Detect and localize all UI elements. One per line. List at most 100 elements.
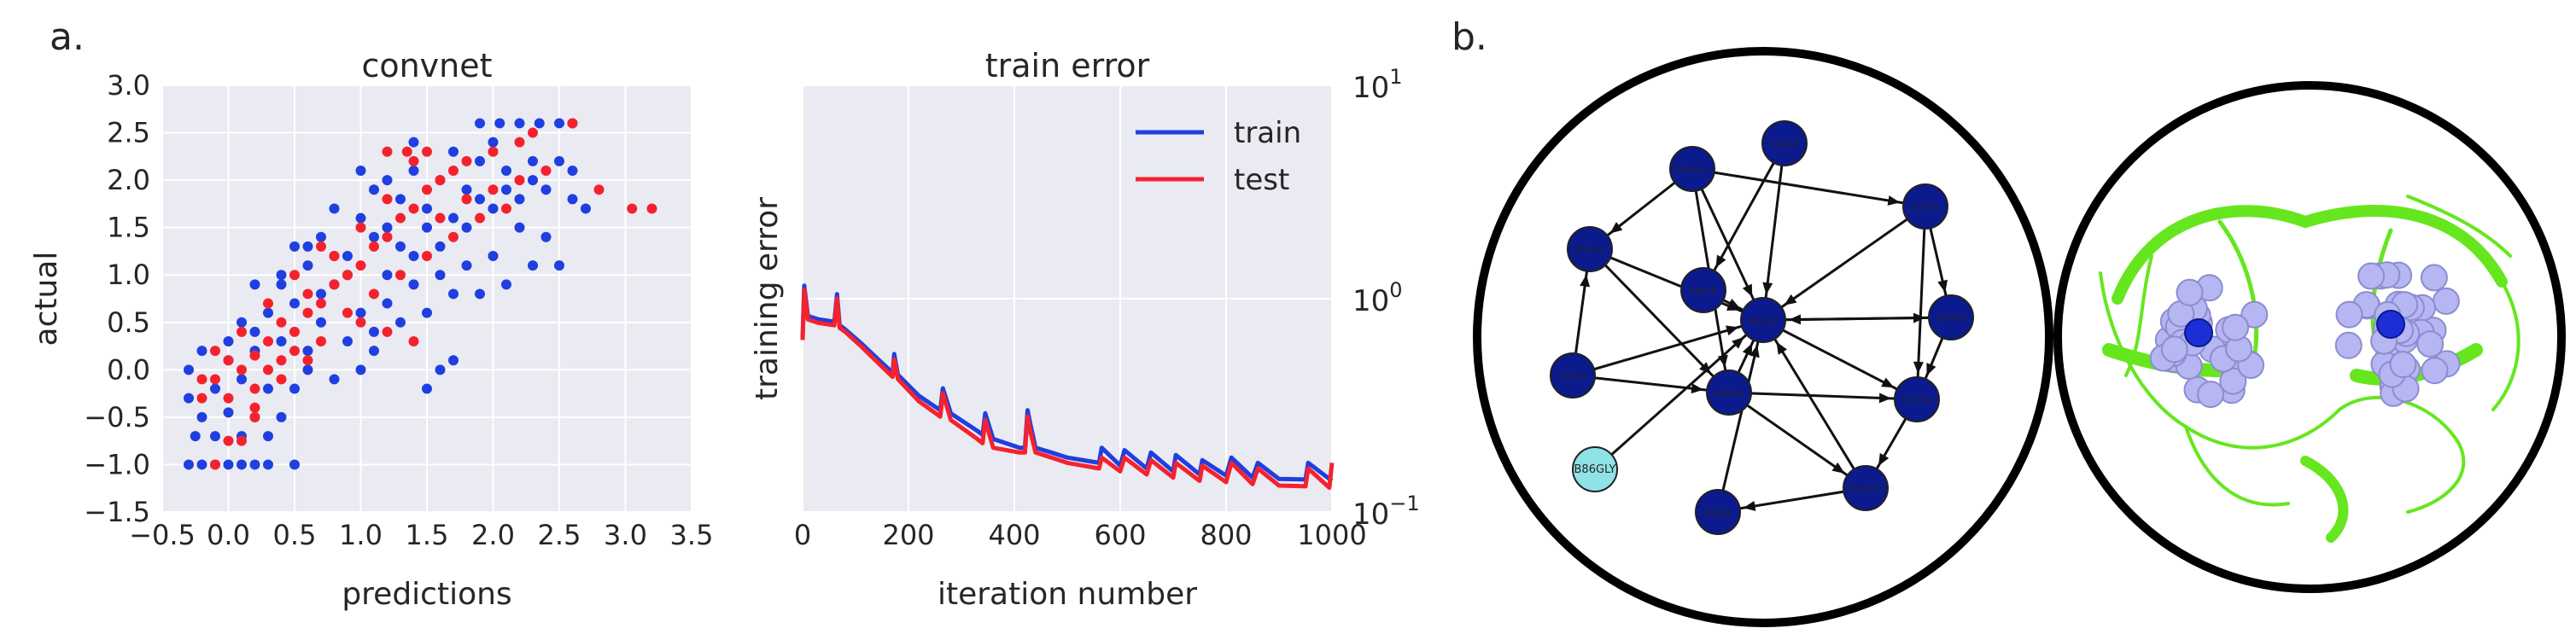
network-edge-arrow — [1776, 341, 1788, 355]
scatter-y-tick-label: 0.5 — [107, 306, 150, 339]
scatter-title: convnet — [361, 47, 492, 84]
scatter-point — [435, 270, 446, 281]
scatter-point — [289, 326, 300, 337]
scatter-point — [342, 251, 353, 261]
network-edge-arrow — [1726, 298, 1741, 309]
scatter-point — [302, 288, 313, 300]
scatter-point — [488, 137, 499, 148]
scatter-point — [263, 307, 273, 318]
scatter-point — [567, 166, 578, 176]
scatter-point — [302, 241, 313, 252]
atom-sphere — [2389, 351, 2417, 379]
scatter-point — [302, 260, 313, 271]
line-x-tick-label: 400 — [988, 519, 1040, 551]
scatter-point — [540, 184, 552, 195]
network-node — [1550, 352, 1596, 399]
scatter-point — [210, 459, 220, 470]
network-node-label: B126GLU — [1674, 166, 1709, 175]
scatter-marks — [184, 118, 657, 470]
scatter-point — [249, 411, 260, 422]
atom-sphere — [2335, 300, 2363, 329]
scatter-point — [514, 194, 525, 205]
scatter-point — [329, 374, 340, 385]
scatter-chart: −0.5 0.0 0.5 1.0 1.5 2.0 2.5 3.0 3.5 −1.5 −1.0 −0.… — [29, 47, 713, 612]
scatter-point — [501, 184, 511, 195]
network-node-label: B80VAL — [1703, 509, 1732, 518]
scatter-point — [302, 364, 313, 375]
scatter-point — [448, 355, 459, 366]
scatter-y-tick-label: 1.0 — [107, 259, 150, 291]
network-node — [1740, 297, 1786, 343]
scatter-point — [210, 346, 220, 357]
scatter-point — [369, 241, 379, 252]
scatter-point — [422, 251, 432, 261]
legend-label-train: train — [1234, 116, 1301, 150]
scatter-point — [395, 270, 406, 281]
scatter-point — [237, 326, 247, 337]
network-node — [1902, 183, 1948, 230]
scatter-point — [223, 435, 234, 446]
scatter-point — [408, 251, 419, 261]
network-edge-arrow — [1784, 294, 1797, 305]
network-node — [1928, 294, 1974, 340]
network-edge-arrow — [1762, 282, 1773, 295]
scatter-point — [355, 364, 366, 375]
scatter-point — [448, 231, 459, 242]
scatter-point — [554, 260, 564, 271]
scatter-point — [395, 212, 406, 224]
network-node-label: B50GLY — [1558, 373, 1587, 381]
line-x-tick-labels: 0 200 400 600 800 1000 — [794, 519, 1367, 551]
atom-sphere — [2197, 381, 2225, 409]
scatter-point — [263, 383, 273, 394]
scatter-grid — [161, 84, 692, 513]
network-edge-arrow — [1831, 462, 1845, 474]
network-edge — [1728, 391, 1866, 490]
line-y-axis-label: training error — [750, 197, 785, 400]
atom-sphere — [2160, 335, 2188, 364]
scatter-point — [369, 231, 379, 242]
scatter-point — [196, 411, 207, 422]
scatter-point — [237, 459, 247, 470]
network-node-label: B89ILE — [1691, 288, 1717, 296]
scatter-x-tick-labels: −0.5 0.0 0.5 1.0 1.5 2.0 2.5 3.0 3.5 — [129, 519, 713, 551]
scatter-point — [461, 260, 472, 271]
scatter-point — [461, 194, 472, 205]
scatter-point — [276, 411, 287, 422]
atom-sphere-highlight — [2184, 318, 2213, 347]
scatter-y-axis-label: actual — [29, 252, 64, 346]
scatter-point — [475, 118, 485, 129]
scatter-point — [342, 270, 353, 281]
scatter-point — [435, 175, 446, 186]
scatter-point — [316, 317, 326, 328]
scatter-point — [302, 307, 313, 318]
scatter-point — [355, 317, 366, 328]
network-panel: B82GLY D64ASP B126GLU B54LEU C37LEU B30ASP B50… — [1473, 47, 2053, 627]
scatter-point — [196, 346, 207, 357]
scatter-point — [422, 307, 432, 318]
network-edge — [1691, 167, 1926, 208]
scatter-y-tick-label: −0.5 — [84, 401, 150, 433]
scatter-point — [501, 203, 511, 214]
scatter-point — [382, 270, 393, 281]
scatter-point — [263, 298, 273, 309]
scatter-point — [422, 203, 432, 214]
scatter-point — [237, 435, 247, 446]
scatter-point — [302, 355, 313, 366]
scatter-y-tick-label: −1.0 — [84, 448, 150, 480]
network-node-label: B82GLY — [1749, 317, 1778, 326]
scatter-point — [369, 288, 379, 300]
scatter-point — [249, 279, 260, 290]
network-edge-arrow — [1715, 254, 1726, 268]
scatter-point — [408, 155, 419, 166]
scatter-point — [401, 146, 412, 157]
scatter-x-tick-label: −0.5 — [129, 519, 196, 551]
scatter-point — [196, 459, 207, 470]
scatter-point — [355, 307, 366, 318]
network-edge-arrow — [1743, 501, 1756, 511]
line-x-tick-label: 600 — [1094, 519, 1146, 551]
scatter-point — [263, 336, 273, 346]
scatter-point — [581, 203, 591, 214]
scatter-point — [196, 393, 207, 404]
scatter-point — [223, 459, 234, 470]
scatter-point — [329, 203, 340, 214]
